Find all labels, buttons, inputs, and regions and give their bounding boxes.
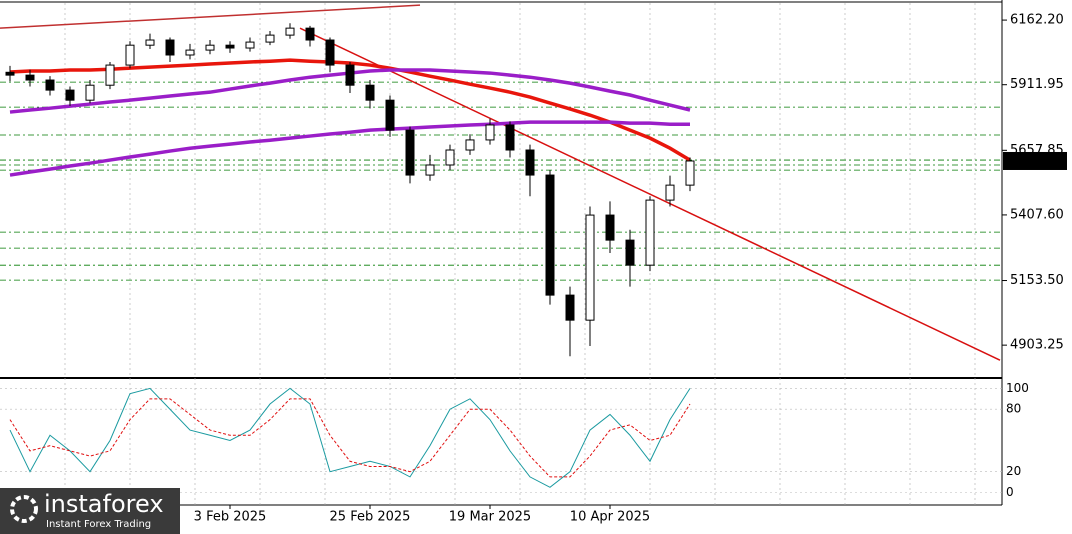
x-tick-label: 25 Feb 2025 [330, 510, 411, 525]
last-price-box [1003, 151, 1067, 170]
y-tick-label: 6162.20 [1010, 13, 1064, 28]
x-tick-label: 3 Feb 2025 [194, 510, 267, 525]
y-tick-label: 5407.60 [1010, 207, 1064, 222]
oscillator-line [9, 387, 691, 488]
candle-body [25, 74, 35, 81]
trendline [0, 4, 421, 29]
logo-bg [0, 488, 180, 534]
candle-body [165, 39, 175, 56]
candle-body [85, 84, 95, 101]
candle-body [5, 71, 15, 76]
osc-tick-label: 20 [1006, 464, 1021, 478]
candle-body [265, 34, 275, 43]
candle-body [285, 27, 295, 36]
candle-body [545, 174, 555, 296]
candle-body [605, 214, 615, 241]
candle-body [225, 44, 235, 49]
candle-body [685, 160, 695, 186]
osc-tick-label: 0 [1006, 485, 1014, 499]
candle-body [365, 84, 375, 101]
candle-body [245, 41, 255, 49]
candle-body [145, 39, 155, 46]
logo: instaforex Instant Forex Trading [0, 488, 180, 534]
candle-body [525, 149, 535, 176]
candle-body [325, 39, 335, 66]
candle-body [125, 44, 135, 66]
candle-body [485, 124, 495, 141]
x-tick-label: 19 Mar 2025 [449, 510, 531, 525]
x-tick-label: 10 Apr 2025 [570, 510, 650, 525]
candle-body [445, 149, 455, 166]
y-tick-label: 5911.95 [1010, 77, 1064, 92]
logo-tagline: Instant Forex Trading [46, 519, 151, 530]
candle-body [65, 89, 75, 101]
candle-body [305, 27, 315, 41]
candle-body [185, 49, 195, 56]
candle-body [405, 129, 415, 176]
logo-name: instaforex [44, 490, 164, 518]
candle-body [505, 124, 515, 151]
candle-body [645, 199, 655, 266]
logo-icon [10, 495, 38, 523]
candle-body [665, 184, 675, 201]
y-tick-label: 4903.25 [1010, 338, 1064, 353]
moving-average [9, 120, 690, 177]
candle-body [585, 214, 595, 321]
candle-body [625, 239, 635, 266]
oscillator-line [9, 398, 691, 478]
last-price-label: 5616.51 [1007, 153, 1061, 168]
candle-body [345, 64, 355, 86]
candle-body [565, 294, 575, 321]
candle-body [385, 99, 395, 131]
trendline [299, 27, 1001, 361]
osc-tick-label: 80 [1006, 402, 1021, 416]
osc-tick-label: 100 [1006, 381, 1029, 395]
candle-body [45, 79, 55, 91]
candle-body [205, 44, 215, 51]
y-tick-label: 5153.50 [1010, 273, 1064, 288]
candle-body [465, 139, 475, 151]
candle-body [105, 64, 115, 86]
candle-body [425, 164, 435, 176]
